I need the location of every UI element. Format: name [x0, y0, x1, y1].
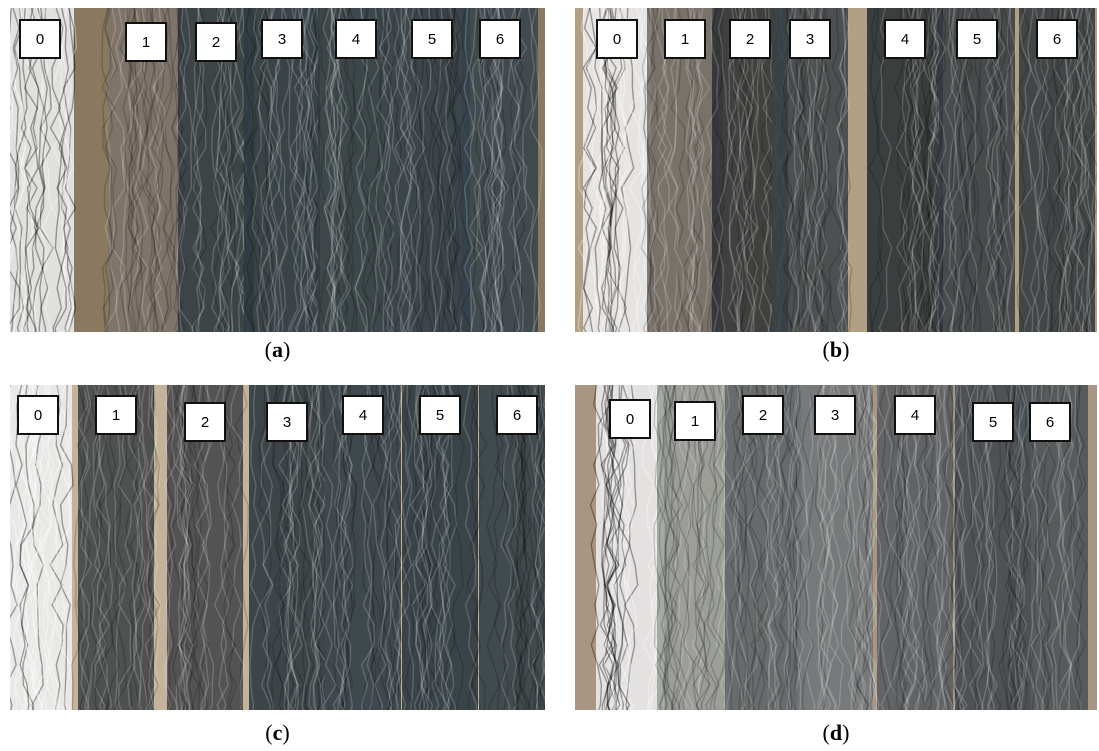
sample-tag: 4 [336, 20, 376, 58]
tag-label: 2 [212, 34, 220, 51]
sample-tag: 1 [665, 20, 705, 58]
sample-tag: 6 [480, 20, 520, 58]
tag-label: 1 [112, 407, 120, 424]
tag-label: 3 [831, 407, 839, 424]
tag-label: 0 [613, 31, 621, 48]
caption-part: ) [842, 720, 849, 745]
sample-tag: 5 [420, 396, 460, 434]
yarn-strand [548, 385, 559, 725]
tag-label: 5 [989, 414, 997, 431]
photo [575, 8, 1099, 348]
caption-part: ) [283, 337, 290, 362]
tag-label: 6 [1053, 31, 1061, 48]
sample-tag: 5 [412, 20, 452, 58]
sample-tag: 3 [267, 403, 307, 441]
tag-label: 1 [681, 31, 689, 48]
caption-part: ) [842, 337, 849, 362]
sample-tag: 1 [675, 402, 715, 440]
photo [575, 385, 1097, 725]
tag-label: 4 [911, 407, 919, 424]
caption-part: d [830, 720, 842, 745]
panel-caption: (c) [265, 720, 289, 745]
panel-caption: (b) [823, 337, 850, 362]
caption-part: ( [265, 337, 272, 362]
sample-tag: 2 [743, 396, 783, 434]
sample-tag: 4 [343, 396, 383, 434]
sample-tag: 0 [610, 400, 650, 438]
tag-label: 4 [901, 31, 909, 48]
sample-tag: 2 [730, 20, 770, 58]
sample-tag: 6 [1037, 20, 1077, 58]
sample-tag: 6 [497, 396, 537, 434]
panel-caption: (a) [265, 337, 291, 362]
tag-label: 5 [428, 31, 436, 48]
sample-tag: 5 [957, 20, 997, 58]
tag-label: 3 [806, 31, 814, 48]
caption-part: c [273, 720, 283, 745]
sample-tag: 2 [196, 23, 236, 61]
sample-tag: 0 [18, 396, 58, 434]
figure: 0123456(a)0123456(b)0123456(c)0123456(d) [0, 0, 1099, 751]
sample-tag: 5 [973, 403, 1013, 441]
caption-part: a [272, 337, 283, 362]
sample-tag: 3 [262, 20, 302, 58]
caption-part: ) [282, 720, 289, 745]
tag-label: 3 [283, 414, 291, 431]
caption-part: ( [823, 337, 830, 362]
sample-tag: 4 [895, 396, 935, 434]
tag-label: 6 [496, 31, 504, 48]
sample-tag: 4 [885, 20, 925, 58]
tag-label: 4 [359, 407, 367, 424]
tag-label: 6 [1046, 414, 1054, 431]
sample-tag: 3 [815, 396, 855, 434]
tag-label: 4 [352, 31, 360, 48]
tag-label: 0 [36, 31, 44, 48]
tag-label: 5 [436, 407, 444, 424]
sample-tag: 0 [20, 20, 60, 58]
sample-tag: 1 [126, 23, 166, 61]
tag-label: 5 [973, 31, 981, 48]
caption-part: ( [823, 720, 830, 745]
caption-part: ( [265, 720, 272, 745]
sample-tag: 2 [185, 403, 225, 441]
sample-tag: 3 [790, 20, 830, 58]
caption-part: b [830, 337, 842, 362]
tag-label: 0 [626, 411, 634, 428]
sample-tag: 1 [96, 396, 136, 434]
tag-label: 2 [759, 407, 767, 424]
tag-label: 6 [513, 407, 521, 424]
tag-label: 1 [142, 34, 150, 51]
sample-tag: 0 [597, 20, 637, 58]
tag-label: 3 [278, 31, 286, 48]
panel-caption: (d) [823, 720, 850, 745]
tag-label: 2 [746, 31, 754, 48]
sample-tag: 6 [1030, 403, 1070, 441]
tag-label: 1 [691, 413, 699, 430]
tag-label: 0 [34, 407, 42, 424]
tag-label: 2 [201, 414, 209, 431]
